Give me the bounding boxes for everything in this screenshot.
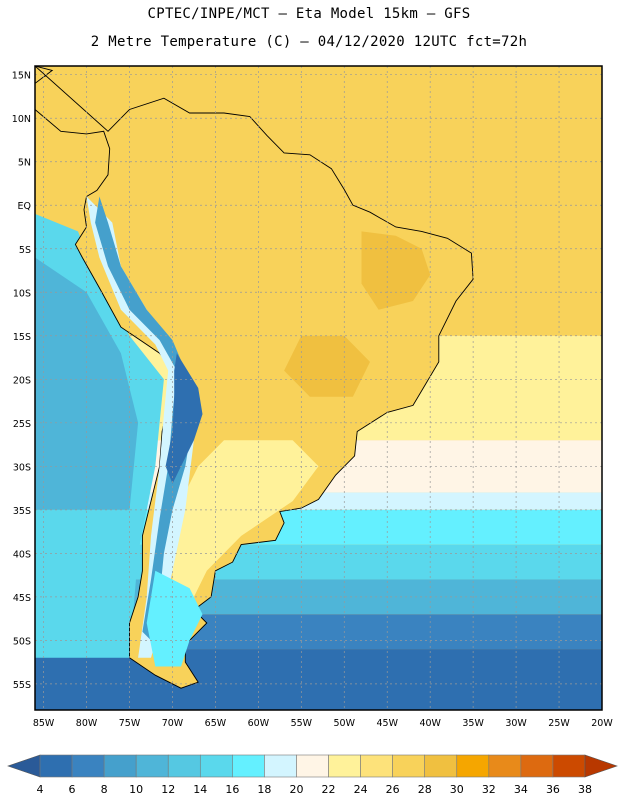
colorbar-label: 4 xyxy=(37,783,44,796)
colorbar-label: 34 xyxy=(514,783,528,796)
map-subtitle: 2 Metre Temperature (C) – 04/12/2020 12U… xyxy=(90,34,528,50)
colorbar-swatch xyxy=(103,754,137,778)
lon-label: 25W xyxy=(548,718,570,729)
field-layer xyxy=(35,66,602,710)
colorbar-label: 12 xyxy=(161,783,175,796)
lon-label: 85W xyxy=(33,718,55,729)
map-title: CPTEC/INPE/MCT – Eta Model 15km – GFS xyxy=(147,6,471,22)
hot-region-northeast xyxy=(361,231,431,310)
hot-region-central xyxy=(284,335,370,397)
lon-label: 45W xyxy=(376,718,398,729)
colorbar-swatch xyxy=(135,754,169,778)
colorbar-swatch xyxy=(167,754,201,778)
colorbar: 4 6 8 10 12 14 16 18 20 22 24 26 28 30 32 34 36 38 xyxy=(7,754,618,796)
colorbar-label: 28 xyxy=(418,783,432,796)
colorbar-label: 8 xyxy=(101,783,108,796)
plot-frame xyxy=(34,65,603,711)
colorbar-label: 10 xyxy=(129,783,143,796)
lat-label: 10S xyxy=(13,288,31,299)
patagonia-region xyxy=(146,570,203,667)
colorbar-swatch xyxy=(456,754,490,778)
lat-label: 5N xyxy=(18,158,31,169)
colorbar-swatch xyxy=(232,754,265,778)
colorbar-label: 16 xyxy=(225,783,239,796)
colorbar-label: 22 xyxy=(322,783,336,796)
lon-label: 75W xyxy=(119,718,141,729)
lon-label: 30W xyxy=(505,718,527,729)
lon-label: 70W xyxy=(162,718,184,729)
colorbar-label: 32 xyxy=(482,783,496,796)
colorbar-swatch xyxy=(552,754,586,778)
lat-label: 15S xyxy=(13,332,31,343)
colorbar-label: 24 xyxy=(354,783,368,796)
colorbar-swatch xyxy=(328,754,361,778)
lon-label: 20W xyxy=(591,718,613,729)
pacific-cooler-region xyxy=(35,257,139,510)
colorbar-swatch xyxy=(39,754,73,778)
lat-label: 15N xyxy=(12,71,31,82)
colorbar-swatch xyxy=(71,754,105,778)
lon-label: 35W xyxy=(462,718,484,729)
lon-label: 60W xyxy=(248,718,270,729)
lat-label: 35S xyxy=(13,506,31,517)
lat-label: 30S xyxy=(13,462,31,473)
lon-label: 55W xyxy=(291,718,313,729)
lat-label: 50S xyxy=(13,636,31,647)
southern-mild-region xyxy=(172,440,319,606)
colorbar-low-arrow xyxy=(7,754,41,778)
lat-label: 5S xyxy=(19,245,31,256)
ocean-band-6 xyxy=(35,649,602,710)
colorbar-label: 30 xyxy=(450,783,464,796)
lon-label: 50W xyxy=(334,718,356,729)
colorbar-swatch xyxy=(520,754,554,778)
lon-label: 80W xyxy=(76,718,98,729)
colorbar-label: 38 xyxy=(578,783,592,796)
lon-label: 40W xyxy=(419,718,441,729)
colorbar-high-arrow xyxy=(584,754,618,778)
longitude-labels: 85W 80W 75W 70W 65W 60W 55W 50W 45W 40W 35W 30W 25W 2… xyxy=(33,718,613,729)
colorbar-swatch xyxy=(264,754,297,778)
colorbar-label: 26 xyxy=(386,783,400,796)
andes-coldest-core xyxy=(165,353,203,484)
south-america-land xyxy=(35,66,474,689)
colorbar-swatch xyxy=(360,754,393,778)
lat-label: 45S xyxy=(13,593,31,604)
colorbar-swatch xyxy=(488,754,522,778)
latitude-labels: 15N 10N 5N EQ 5S 10S 15S 20S 25S 30S 35S 40S 45S 50S 5… xyxy=(12,71,31,691)
graticule xyxy=(35,66,602,710)
lat-label: 40S xyxy=(13,549,31,560)
colorbar-label: 6 xyxy=(69,783,76,796)
lat-label: 10N xyxy=(12,114,31,125)
colorbar-swatch xyxy=(392,754,426,778)
colorbar-label: 20 xyxy=(289,783,303,796)
lat-label: EQ xyxy=(18,201,31,212)
colorbar-label: 18 xyxy=(257,783,271,796)
andes-cool-band xyxy=(86,196,194,658)
colorbar-swatch xyxy=(296,754,329,778)
colorbar-swatch xyxy=(424,754,458,778)
colorbar-swatch xyxy=(199,754,233,778)
colorbar-label: 36 xyxy=(546,783,560,796)
lat-label: 20S xyxy=(13,375,31,386)
lat-label: 55S xyxy=(13,680,31,691)
lon-label: 65W xyxy=(205,718,227,729)
lat-label: 25S xyxy=(13,419,31,430)
colorbar-label: 14 xyxy=(193,783,207,796)
